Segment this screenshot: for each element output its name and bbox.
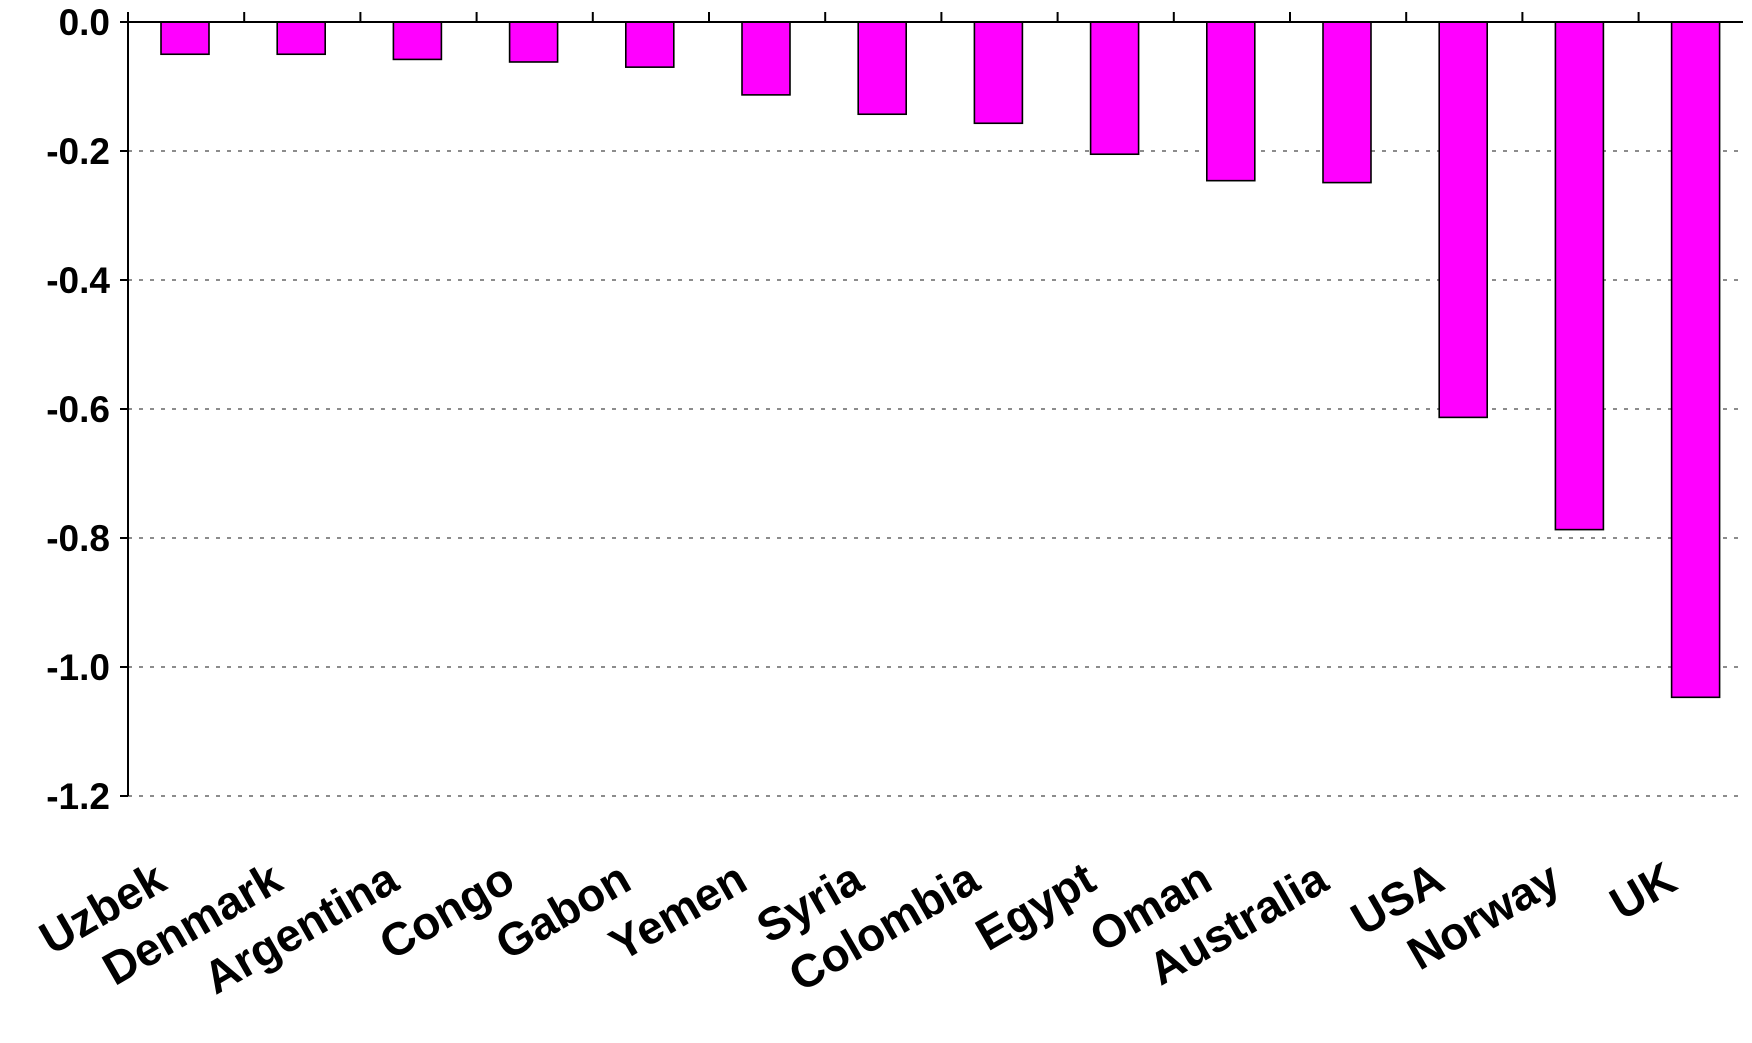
bars xyxy=(160,21,1721,699)
x-category-label: Yemen xyxy=(601,852,755,971)
bar-denmark xyxy=(276,21,327,56)
bar-uzbek xyxy=(160,21,210,56)
y-tick-label: -0.6 xyxy=(46,389,110,430)
y-tick-labels: 0.0 -0.2 -0.4 -0.6 -0.8 -1.0 -1.2 xyxy=(46,2,110,817)
bar-egypt xyxy=(1089,21,1140,156)
x-category-label: Egypt xyxy=(967,852,1104,961)
bar-uk xyxy=(1670,21,1721,699)
x-category-label: Congo xyxy=(370,852,522,970)
y-tick-label: -1.0 xyxy=(46,647,110,688)
y-tick-label: -0.4 xyxy=(46,260,110,301)
bar-usa xyxy=(1438,21,1488,419)
bar-congo xyxy=(508,21,559,63)
y-tick-label: -0.2 xyxy=(46,131,110,172)
bar-norway xyxy=(1554,21,1605,531)
bar-colombia xyxy=(973,21,1024,125)
bar-gabon xyxy=(624,21,675,68)
category-labels: UzbekDenmarkArgentinaCongoGabonYemenSyri… xyxy=(31,851,1685,1004)
bar-oman xyxy=(1206,21,1256,182)
y-tick-label: -1.2 xyxy=(46,776,110,817)
y-tick-label: 0.0 xyxy=(59,2,110,43)
bar-yemen xyxy=(741,21,791,96)
bar-argentina xyxy=(392,21,443,61)
axes xyxy=(120,12,1743,797)
bar-syria xyxy=(857,21,908,116)
bar-australia xyxy=(1322,21,1372,184)
gridlines xyxy=(128,150,1743,797)
x-category-label: UK xyxy=(1601,852,1685,930)
y-tick-label: -0.8 xyxy=(46,518,110,559)
